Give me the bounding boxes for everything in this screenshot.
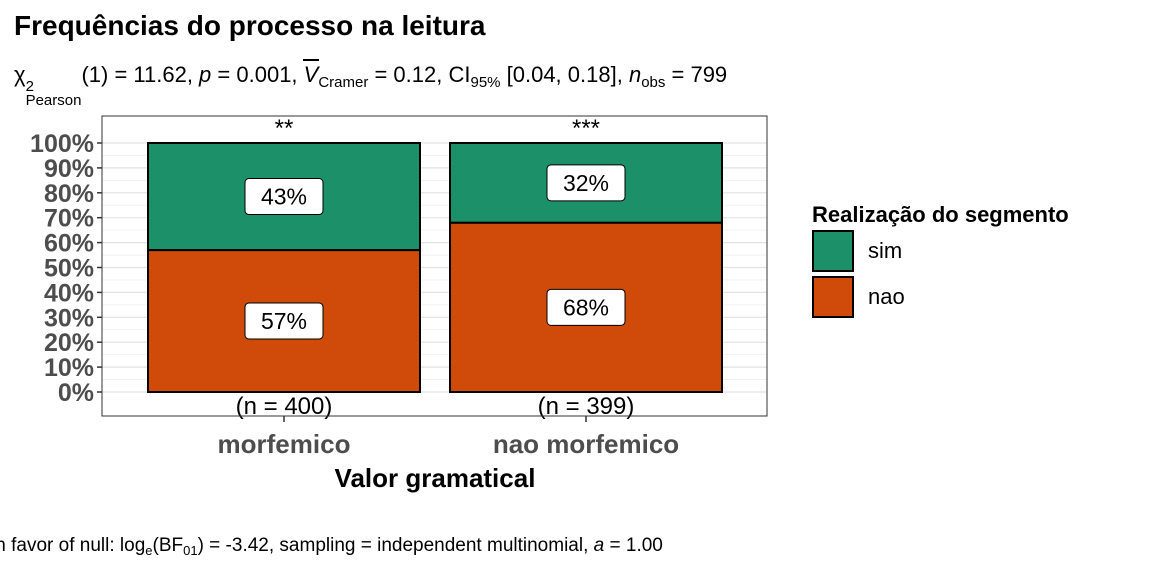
p-symbol: p <box>199 62 212 87</box>
y-tick-label: 50% <box>44 255 94 283</box>
caption-sub-2: 01 <box>183 543 198 558</box>
x-tick-label: nao morfemico <box>493 429 679 459</box>
bar-nao-1 <box>449 221 723 393</box>
chi-symbol: χ <box>14 62 26 87</box>
y-tick-label: 100% <box>30 130 94 158</box>
data-label: 68% <box>563 294 609 320</box>
y-tick-label: 20% <box>44 329 94 357</box>
legend: Realização do segmento sim nao <box>812 202 1069 320</box>
legend-swatch-nao <box>812 276 854 318</box>
data-label: 32% <box>563 170 609 196</box>
y-tick-label: 90% <box>44 155 94 183</box>
x-tick-label: morfemico <box>218 429 351 459</box>
data-label: 57% <box>261 308 307 334</box>
y-tick-label: 10% <box>44 354 94 382</box>
chart-title: Frequências do processo na leitura <box>14 10 486 41</box>
legend-title: Realização do segmento <box>812 202 1069 227</box>
chi-scripts: 2 Pearson <box>25 78 82 109</box>
v-symbol: V <box>302 59 320 87</box>
v-sub: Cramer <box>318 74 369 91</box>
data-label-box <box>546 164 626 202</box>
plot-border <box>101 115 768 417</box>
legend-item-sim: sim <box>812 228 1069 274</box>
caption-text-4: = 1.00 <box>604 535 663 556</box>
data-label: 43% <box>261 184 307 210</box>
n-symbol: n <box>628 62 642 87</box>
y-tick-label: 60% <box>44 230 94 258</box>
legend-swatch-sim <box>812 230 854 272</box>
significance-label: ** <box>275 115 294 142</box>
caption-text-2: (BF <box>152 535 184 556</box>
y-tick-label: 30% <box>44 304 94 332</box>
chi-sub: Pearson <box>25 92 82 109</box>
y-tick-label: 70% <box>44 205 94 233</box>
caption-text-3: ) = -3.42, sampling = independent multin… <box>197 535 594 556</box>
chi-sup: 2 <box>25 78 34 95</box>
data-label-box <box>244 178 324 216</box>
data-label-box <box>546 288 626 326</box>
legend-item-nao: nao <box>812 274 1069 320</box>
data-label-box <box>244 302 324 340</box>
p-part: = 0.001, <box>211 62 304 87</box>
ci-part: [0.04, 0.18], <box>500 62 629 87</box>
y-tick-label: 80% <box>44 180 94 208</box>
stat-part: (1) = 11.62, <box>81 62 200 87</box>
legend-label-sim: sim <box>868 238 903 263</box>
y-tick-label: 0% <box>58 379 94 407</box>
caption-a-symbol: a <box>593 535 605 556</box>
significance-label: *** <box>572 115 600 142</box>
v-part: = 0.12, CI <box>368 62 471 87</box>
n-sub: obs <box>641 74 666 91</box>
y-tick-label: 40% <box>44 279 94 307</box>
x-axis-title: Valor gramatical <box>335 463 536 493</box>
caption-text-1: In favor of null: log <box>0 535 146 556</box>
legend-label-nao: nao <box>868 284 905 309</box>
caption-sub-1: e <box>145 543 153 558</box>
n-part: = 799 <box>665 62 728 87</box>
chart-subtitle: χ 2 Pearson (1) = 11.62, p = 0.001, VCramer… <box>14 59 728 109</box>
chart-caption: In favor of null: loge(BF01) = -3.42, sa… <box>0 535 1152 561</box>
ci-sub: 95% <box>470 74 501 91</box>
